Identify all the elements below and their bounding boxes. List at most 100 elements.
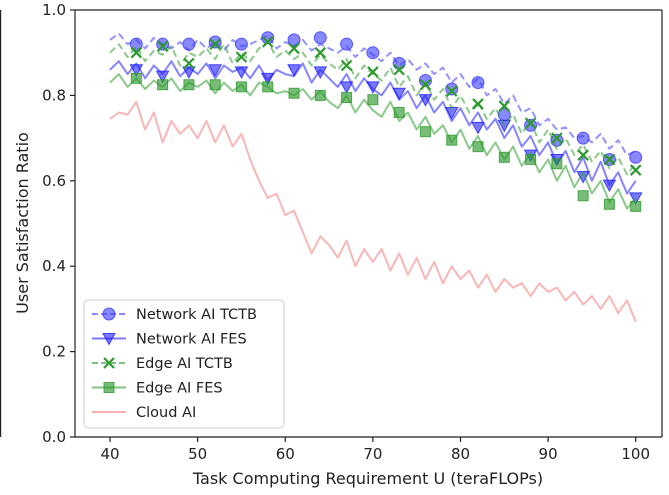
legend-label-edge-ai-tctb: Edge AI TCTB	[136, 356, 233, 372]
x-tick-label: 100	[621, 445, 650, 463]
edge-ai-tctb-marker	[261, 36, 274, 48]
network-ai-fes-marker	[129, 64, 144, 77]
network-ai-tctb-marker	[234, 37, 248, 51]
network-ai-fes-marker	[418, 94, 433, 107]
x-tick-label: 50	[188, 445, 207, 463]
network-ai-fes-marker	[602, 179, 617, 193]
legend-marker-edge-ai-fes	[103, 382, 115, 393]
network-ai-tctb-marker	[392, 56, 406, 70]
y-tick-label: 0.0	[42, 428, 66, 446]
network-ai-fes-marker	[471, 121, 485, 135]
network-ai-tctb-marker	[208, 35, 222, 49]
network-ai-tctb-marker	[182, 37, 196, 51]
edge-ai-fes-marker	[367, 94, 379, 106]
network-ai-tctb-marker	[340, 37, 354, 51]
edge-ai-fes-marker	[183, 79, 195, 91]
edge-ai-fes-marker	[603, 198, 615, 210]
edge-ai-tctb-marker	[183, 57, 195, 70]
cloud-ai-line	[109, 100, 637, 323]
network-ai-fes-marker	[155, 70, 170, 84]
legend-label-network-ai-tctb: Network AI TCTB	[136, 307, 257, 323]
edge-ai-fes-marker	[209, 79, 221, 91]
edge-ai-tctb-marker	[156, 40, 169, 53]
x-tick-label: 40	[100, 445, 119, 463]
network-ai-fes-marker	[208, 64, 223, 77]
edge-ai-fes-marker	[314, 89, 326, 101]
legend-box	[83, 299, 285, 429]
edge-ai-tctb-marker	[629, 164, 642, 176]
network-ai-tctb-marker	[287, 33, 301, 47]
edge-ai-fes-marker	[472, 141, 484, 153]
y-tick-label: 0.8	[42, 86, 66, 104]
edge-ai-fes-marker	[577, 190, 589, 202]
network-ai-tctb-marker	[366, 46, 380, 60]
edge-ai-fes-marker	[551, 158, 563, 170]
edge-ai-tctb-marker	[393, 64, 405, 76]
edge-ai-fes-marker	[157, 79, 169, 91]
legend-label-cloud-ai: Cloud AI	[136, 405, 196, 421]
edge-ai-tctb-marker	[577, 149, 589, 161]
edge-ai-fes-marker	[288, 87, 300, 99]
network-ai-fes-marker	[392, 87, 407, 101]
network-ai-fes-marker	[260, 72, 275, 86]
network-ai-tctb-marker	[576, 131, 590, 145]
legend-label-edge-ai-fes: Edge AI FES	[136, 381, 223, 397]
y-tick-label: 0.2	[42, 343, 66, 361]
x-axis-label: Task Computing Requirement U (teraFLOPs)	[192, 469, 543, 488]
edge-ai-fes-marker	[630, 200, 642, 212]
edge-ai-fes-marker	[419, 126, 431, 138]
edge-ai-tctb-marker	[235, 51, 248, 63]
network-ai-fes-marker	[313, 66, 328, 79]
edge-ai-tctb-marker	[419, 78, 432, 91]
network-ai-tctb-marker	[471, 76, 485, 90]
network-ai-tctb-marker	[629, 150, 643, 164]
x-tick-label: 60	[276, 445, 295, 463]
y-tick-label: 0.6	[42, 172, 66, 190]
edge-ai-fes-marker	[130, 72, 142, 84]
edge-ai-fes-marker	[446, 134, 458, 146]
edge-ai-tctb-marker	[314, 46, 327, 59]
edge-ai-tctb-marker	[209, 38, 221, 50]
edge-ai-tctb-marker	[445, 85, 458, 97]
x-tick-label: 70	[363, 445, 382, 463]
network-ai-tctb-marker	[445, 82, 459, 96]
edge-ai-tctb-marker	[340, 59, 353, 72]
network-ai-fes-marker	[339, 81, 354, 94]
edge-ai-tctb-marker	[367, 66, 379, 78]
edge-ai-tctb-marker	[498, 100, 511, 112]
legend-label-network-ai-fes: Network AI FES	[136, 332, 247, 348]
edge-ai-fes-marker	[341, 92, 353, 104]
edge-ai-tctb-marker	[524, 117, 537, 129]
edge-ai-tctb-marker	[551, 132, 563, 144]
network-ai-tctb-marker	[129, 37, 143, 51]
left-edge-line	[0, 10, 2, 437]
x-tick-label: 90	[539, 445, 558, 463]
legend-marker-edge-ai-tctb	[103, 357, 115, 369]
network-ai-tctb-marker	[156, 37, 170, 51]
y-tick-label: 1.0	[42, 1, 66, 19]
network-ai-tctb-marker	[418, 73, 432, 87]
edge-ai-fes-line	[109, 73, 637, 210]
edge-ai-fes-marker	[393, 106, 405, 118]
x-tick-label: 80	[451, 445, 470, 463]
edge-ai-tctb-marker	[472, 98, 484, 110]
network-ai-fes-marker	[182, 66, 196, 79]
network-ai-tctb-marker	[524, 118, 538, 132]
edge-ai-fes-marker	[525, 153, 537, 165]
edge-ai-tctb-marker	[288, 42, 300, 55]
y-axis-label: User Satisfaction Ratio	[13, 132, 32, 314]
edge-ai-tctb-line	[109, 41, 637, 176]
network-ai-tctb-marker	[313, 31, 327, 45]
network-ai-fes-marker	[366, 81, 380, 94]
edge-ai-fes-marker	[262, 81, 274, 93]
edge-ai-tctb-marker	[130, 46, 143, 59]
legend-marker-network-ai-fes	[102, 333, 116, 346]
y-tick-label: 0.4	[42, 257, 66, 275]
edge-ai-fes-marker	[498, 151, 510, 163]
edge-ai-tctb-marker	[603, 153, 616, 166]
edge-ai-fes-marker	[235, 81, 247, 93]
network-ai-fes-marker	[234, 66, 249, 79]
legend-marker-network-ai-tctb	[102, 307, 116, 321]
network-ai-fes-marker	[287, 64, 301, 77]
